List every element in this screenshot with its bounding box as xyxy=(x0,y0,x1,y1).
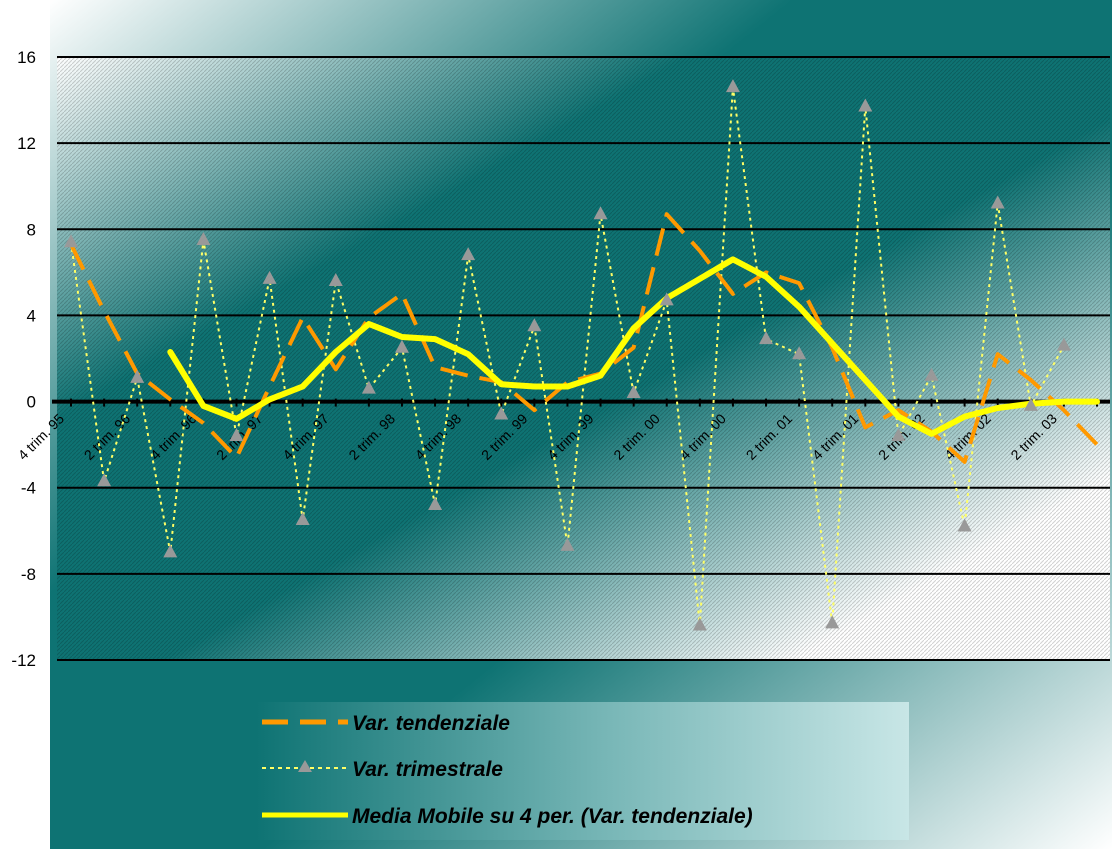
plot-area xyxy=(57,57,1110,660)
data-point-trimestrale xyxy=(64,234,78,248)
data-point-trimestrale xyxy=(626,384,641,398)
data-point-trimestrale xyxy=(394,339,409,353)
x-axis xyxy=(52,398,1110,407)
legend: Var. tendenziale Var. trimestrale Media … xyxy=(256,702,909,840)
plot-hatch xyxy=(57,57,1110,660)
data-point-trimestrale xyxy=(428,496,443,510)
y-tick-label: 12 xyxy=(17,134,36,153)
legend-label-media-mobile: Media Mobile su 4 per. (Var. tendenziale… xyxy=(352,805,753,828)
legend-swatch-trimestrale-marker xyxy=(298,760,312,772)
data-point-trimestrale xyxy=(990,195,1005,209)
y-tick-label: -8 xyxy=(21,565,36,584)
y-tick-label: -12 xyxy=(11,651,36,670)
y-tick-label: -4 xyxy=(21,479,36,498)
gridlines xyxy=(57,56,1110,661)
legend-label-trimestrale: Var. trimestrale xyxy=(352,758,503,781)
data-point-trimestrale xyxy=(560,537,575,551)
data-point-trimestrale xyxy=(957,518,972,532)
data-point-trimestrale xyxy=(328,272,343,286)
data-point-trimestrale xyxy=(361,380,376,394)
data-point-trimestrale xyxy=(692,617,707,631)
data-point-trimestrale xyxy=(924,367,939,381)
data-point-trimestrale xyxy=(163,544,178,558)
y-axis-ticks: -12 -8 -4 0 4 8 12 16 xyxy=(11,48,36,670)
legend-label-tendenziale: Var. tendenziale xyxy=(352,712,510,735)
data-point-trimestrale xyxy=(130,369,145,383)
data-point-trimestrale xyxy=(593,206,608,220)
data-point-trimestrale xyxy=(792,346,807,360)
data-point-trimestrale xyxy=(494,406,509,420)
data-point-trimestrale xyxy=(858,98,873,112)
y-tick-label: 8 xyxy=(27,220,36,239)
data-point-trimestrale xyxy=(759,331,774,345)
data-point-trimestrale xyxy=(659,292,674,306)
data-point-trimestrale xyxy=(1023,397,1038,411)
y-tick-label: 4 xyxy=(27,306,36,325)
data-point-trimestrale xyxy=(1056,337,1071,351)
legend-box xyxy=(256,702,909,840)
data-point-trimestrale xyxy=(461,247,476,261)
data-point-trimestrale xyxy=(262,270,277,284)
data-point-trimestrale xyxy=(229,428,244,442)
data-point-trimestrale xyxy=(891,428,906,442)
series-layer xyxy=(64,79,1100,631)
data-point-trimestrale xyxy=(97,473,112,487)
y-tick-label: 0 xyxy=(27,393,36,412)
y-tick-label: 16 xyxy=(17,48,36,67)
series-line-2 xyxy=(167,256,1100,437)
data-point-trimestrale xyxy=(725,79,740,93)
data-point-trimestrale xyxy=(295,512,310,526)
data-point-trimestrale xyxy=(196,232,211,246)
data-point-trimestrale xyxy=(527,318,542,332)
data-point-trimestrale xyxy=(825,615,840,629)
